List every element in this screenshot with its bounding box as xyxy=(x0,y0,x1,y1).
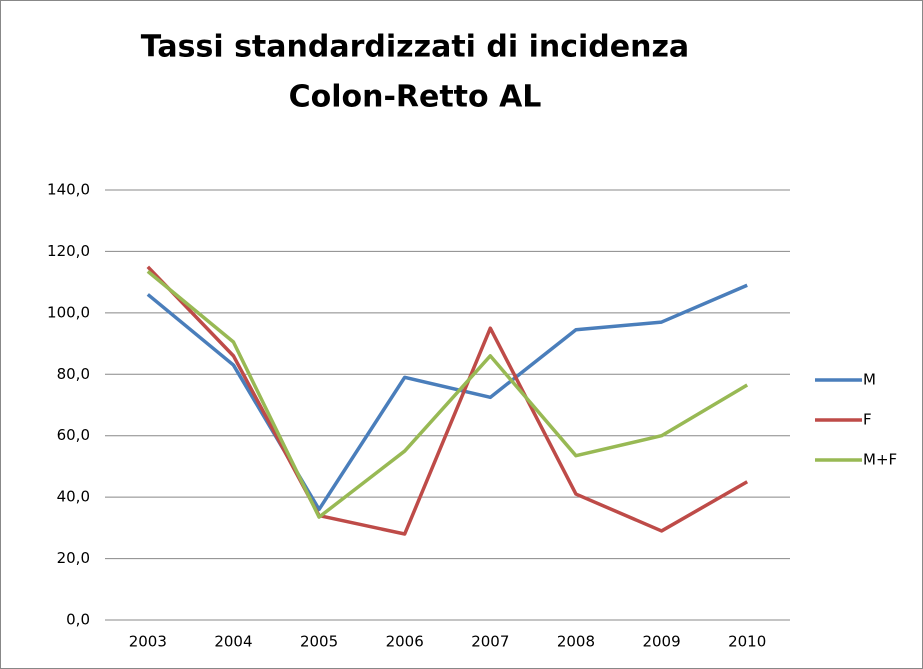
x-tick-label: 2009 xyxy=(642,633,680,651)
x-tick-label: 2006 xyxy=(386,633,424,651)
x-tick-label: 2010 xyxy=(728,633,766,651)
y-tick-label: 120,0 xyxy=(47,242,90,260)
y-tick-label: 40,0 xyxy=(57,488,90,506)
x-tick-label: 2004 xyxy=(214,633,252,651)
chart-title: Colon-Retto AL xyxy=(289,80,542,115)
x-tick-label: 2007 xyxy=(471,633,509,651)
y-tick-label: 20,0 xyxy=(57,549,90,567)
x-tick-label: 2005 xyxy=(300,633,338,651)
legend-label: M xyxy=(863,371,876,389)
chart-title: Tassi standardizzati di incidenza xyxy=(141,30,689,65)
x-tick-label: 2003 xyxy=(129,633,167,651)
y-tick-label: 80,0 xyxy=(57,365,90,383)
legend-label: F xyxy=(863,411,872,429)
y-tick-label: 140,0 xyxy=(47,181,90,199)
y-tick-label: 100,0 xyxy=(47,303,90,321)
series-line xyxy=(146,270,749,519)
y-tick-label: 0,0 xyxy=(66,611,90,629)
x-tick-label: 2008 xyxy=(557,633,595,651)
series-line xyxy=(146,265,749,536)
y-tick-label: 60,0 xyxy=(57,426,90,444)
series-line xyxy=(146,283,748,512)
legend-label: M+F xyxy=(863,451,897,469)
